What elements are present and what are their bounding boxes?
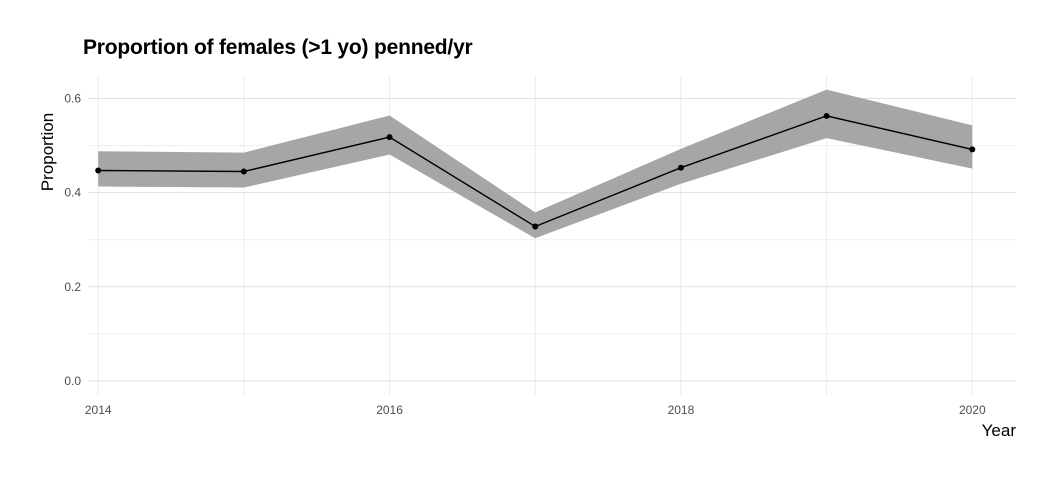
y-tick-label: 0.6 bbox=[64, 92, 81, 106]
data-points bbox=[95, 112, 976, 230]
x-tick-label: 2018 bbox=[668, 403, 695, 417]
data-point bbox=[95, 167, 102, 174]
chart-title: Proportion of females (>1 yo) penned/yr bbox=[83, 36, 473, 59]
x-axis-title: Year bbox=[982, 421, 1017, 440]
y-axis-ticks: 0.0 0.2 0.4 0.6 bbox=[64, 92, 81, 388]
x-tick-label: 2014 bbox=[85, 403, 112, 417]
y-tick-label: 0.2 bbox=[64, 280, 81, 294]
y-tick-label: 0.4 bbox=[64, 186, 81, 200]
data-point bbox=[969, 146, 976, 153]
confidence-ribbon bbox=[98, 89, 973, 239]
data-point bbox=[823, 112, 830, 119]
data-point bbox=[240, 168, 247, 175]
data-point bbox=[532, 223, 539, 230]
data-point bbox=[677, 164, 684, 171]
x-tick-label: 2016 bbox=[376, 403, 403, 417]
x-axis-ticks: 2014 2016 2018 2020 bbox=[85, 403, 986, 417]
x-tick-label: 2020 bbox=[959, 403, 986, 417]
y-axis-title: Proportion bbox=[38, 113, 57, 191]
y-tick-label: 0.0 bbox=[64, 374, 81, 388]
data-point bbox=[386, 134, 393, 141]
